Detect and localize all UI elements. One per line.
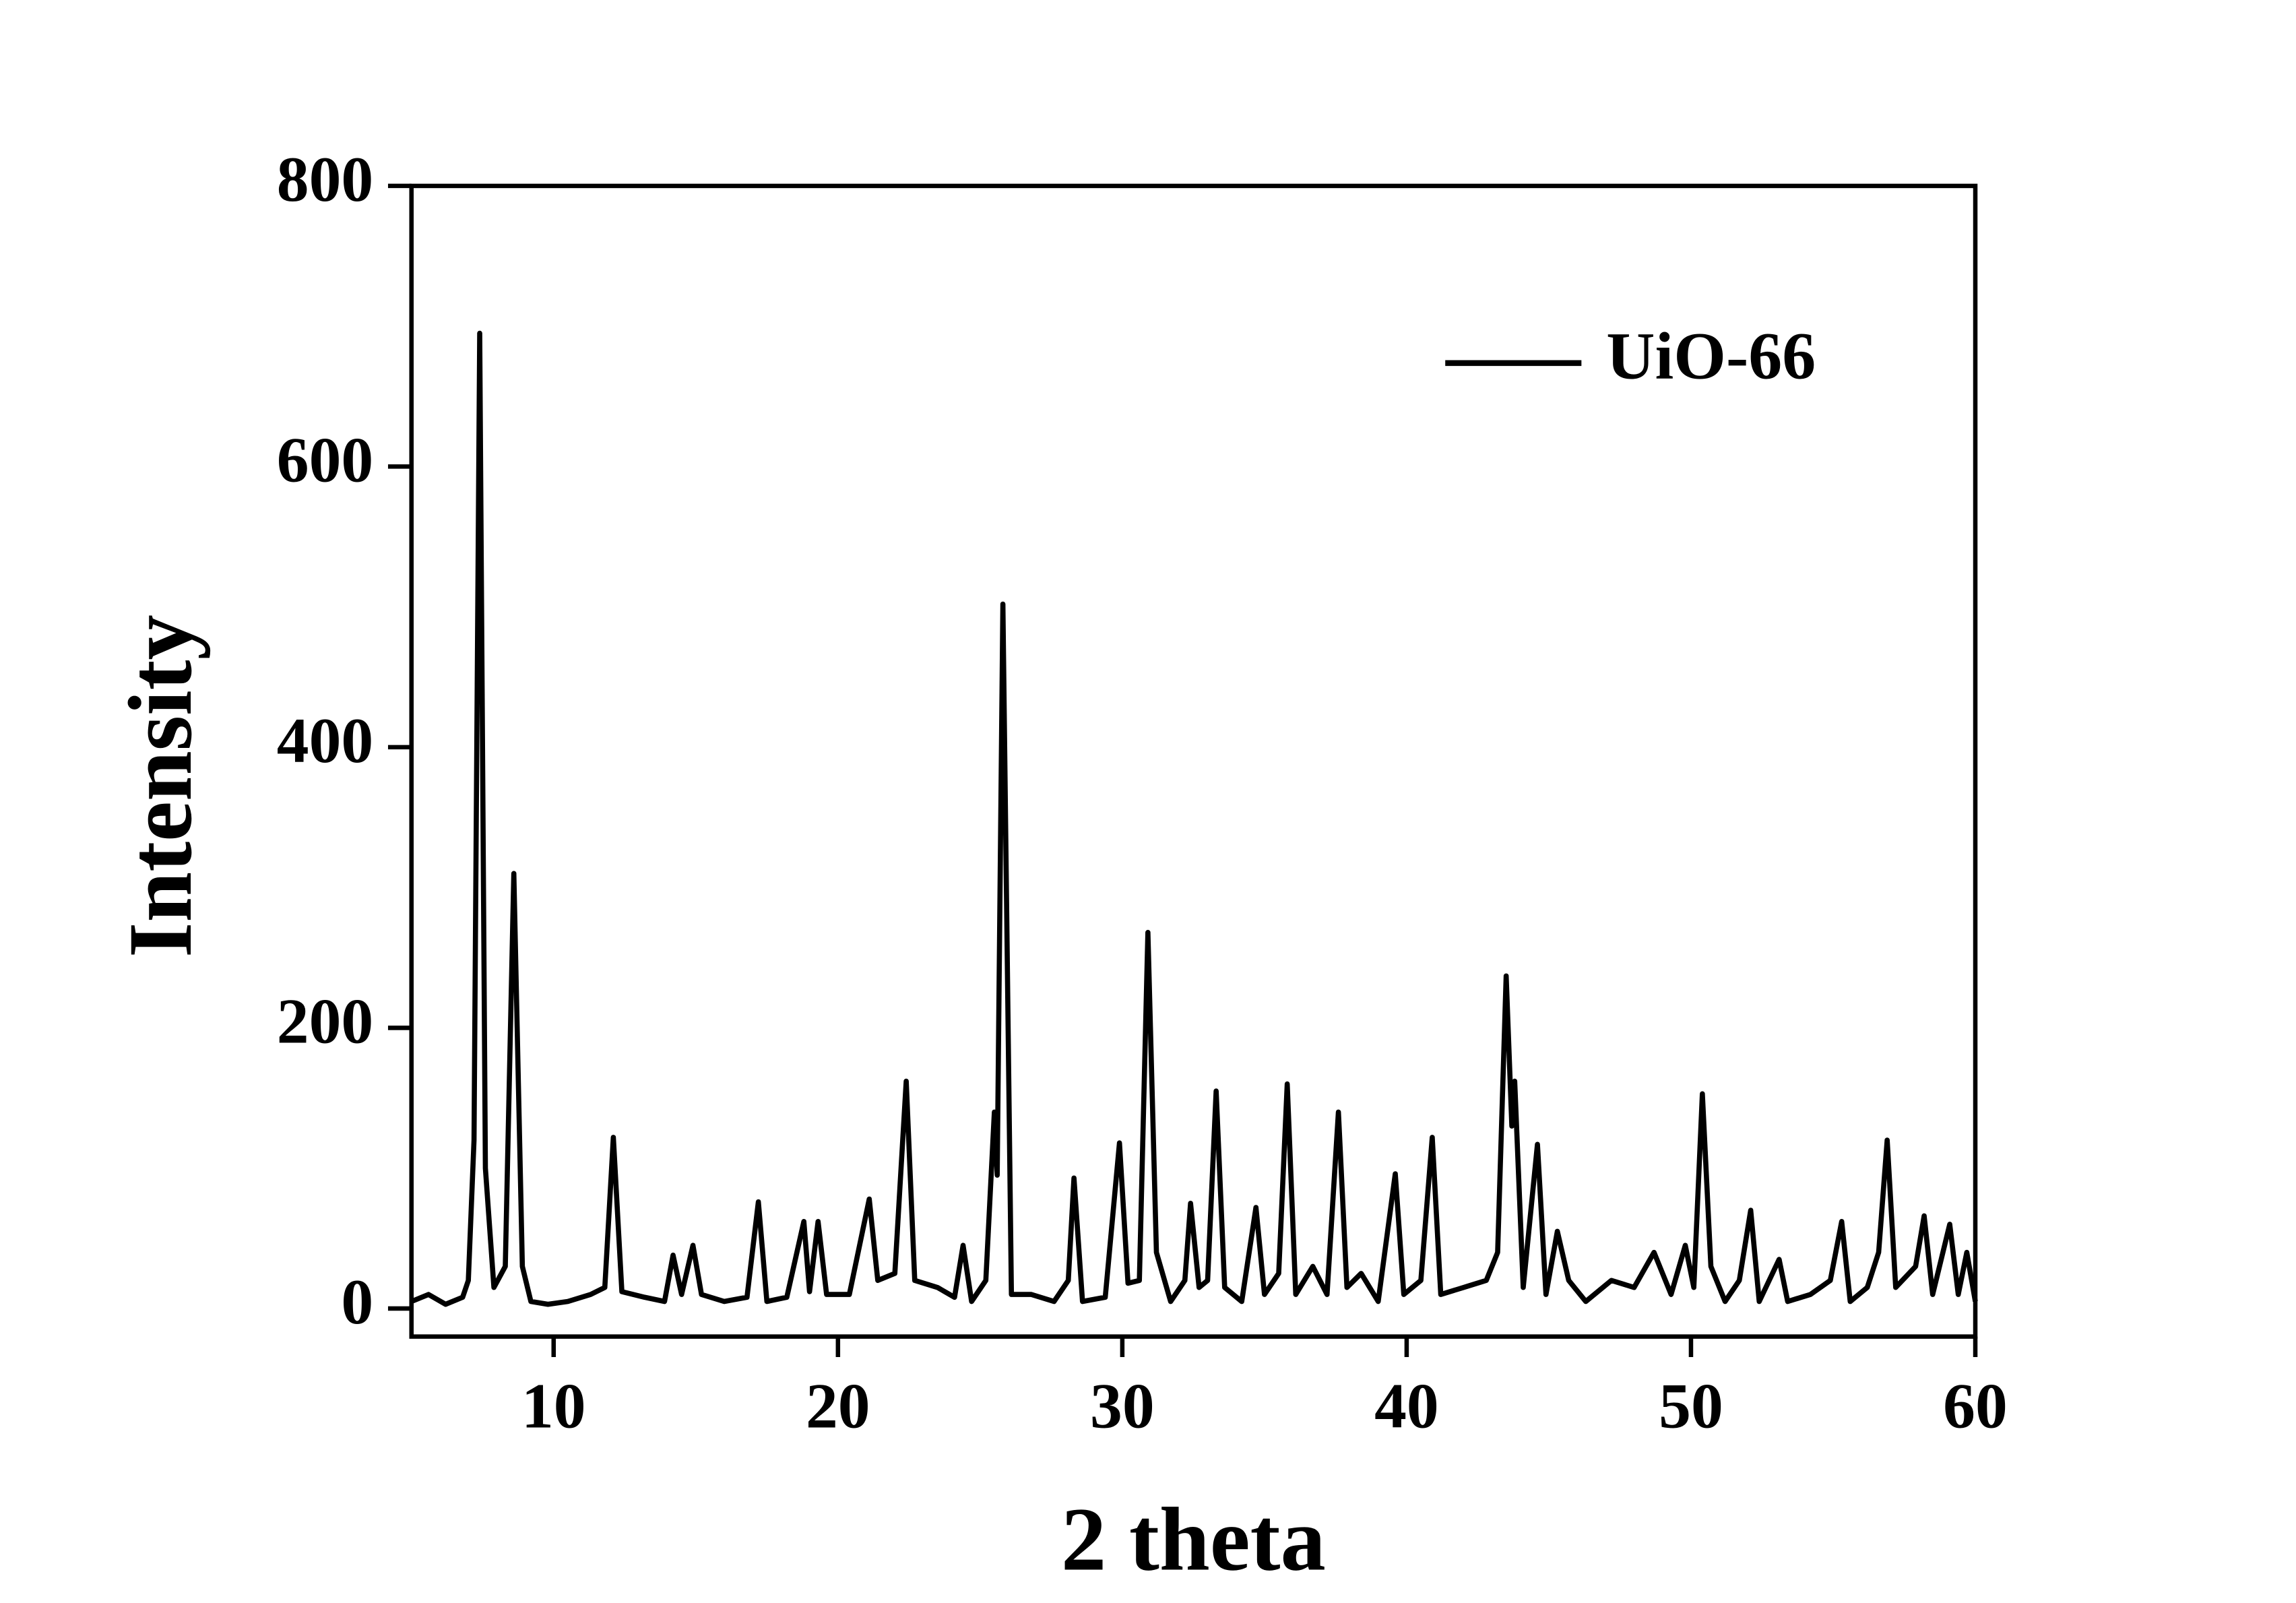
y-tick-label: 400 bbox=[277, 705, 373, 776]
x-axis-title: 2 theta bbox=[1061, 1490, 1326, 1590]
x-tick-label: 20 bbox=[806, 1371, 870, 1442]
data-line bbox=[410, 330, 1978, 1307]
y-axis-title: Intensity bbox=[110, 615, 211, 957]
y-tick-label: 0 bbox=[341, 1266, 373, 1338]
y-tick-label: 800 bbox=[277, 144, 373, 215]
x-tick-label: 10 bbox=[521, 1371, 586, 1442]
x-tick-label: 40 bbox=[1374, 1371, 1439, 1442]
plot-frame bbox=[409, 183, 1978, 1339]
x-tick-label: 50 bbox=[1659, 1371, 1723, 1442]
x-tick-label: 60 bbox=[1943, 1371, 2008, 1442]
x-tick-label: 30 bbox=[1090, 1371, 1155, 1442]
legend-label: UiO-66 bbox=[1606, 319, 1816, 394]
y-tick-label: 600 bbox=[277, 424, 373, 495]
y-tick-label: 200 bbox=[277, 985, 373, 1057]
